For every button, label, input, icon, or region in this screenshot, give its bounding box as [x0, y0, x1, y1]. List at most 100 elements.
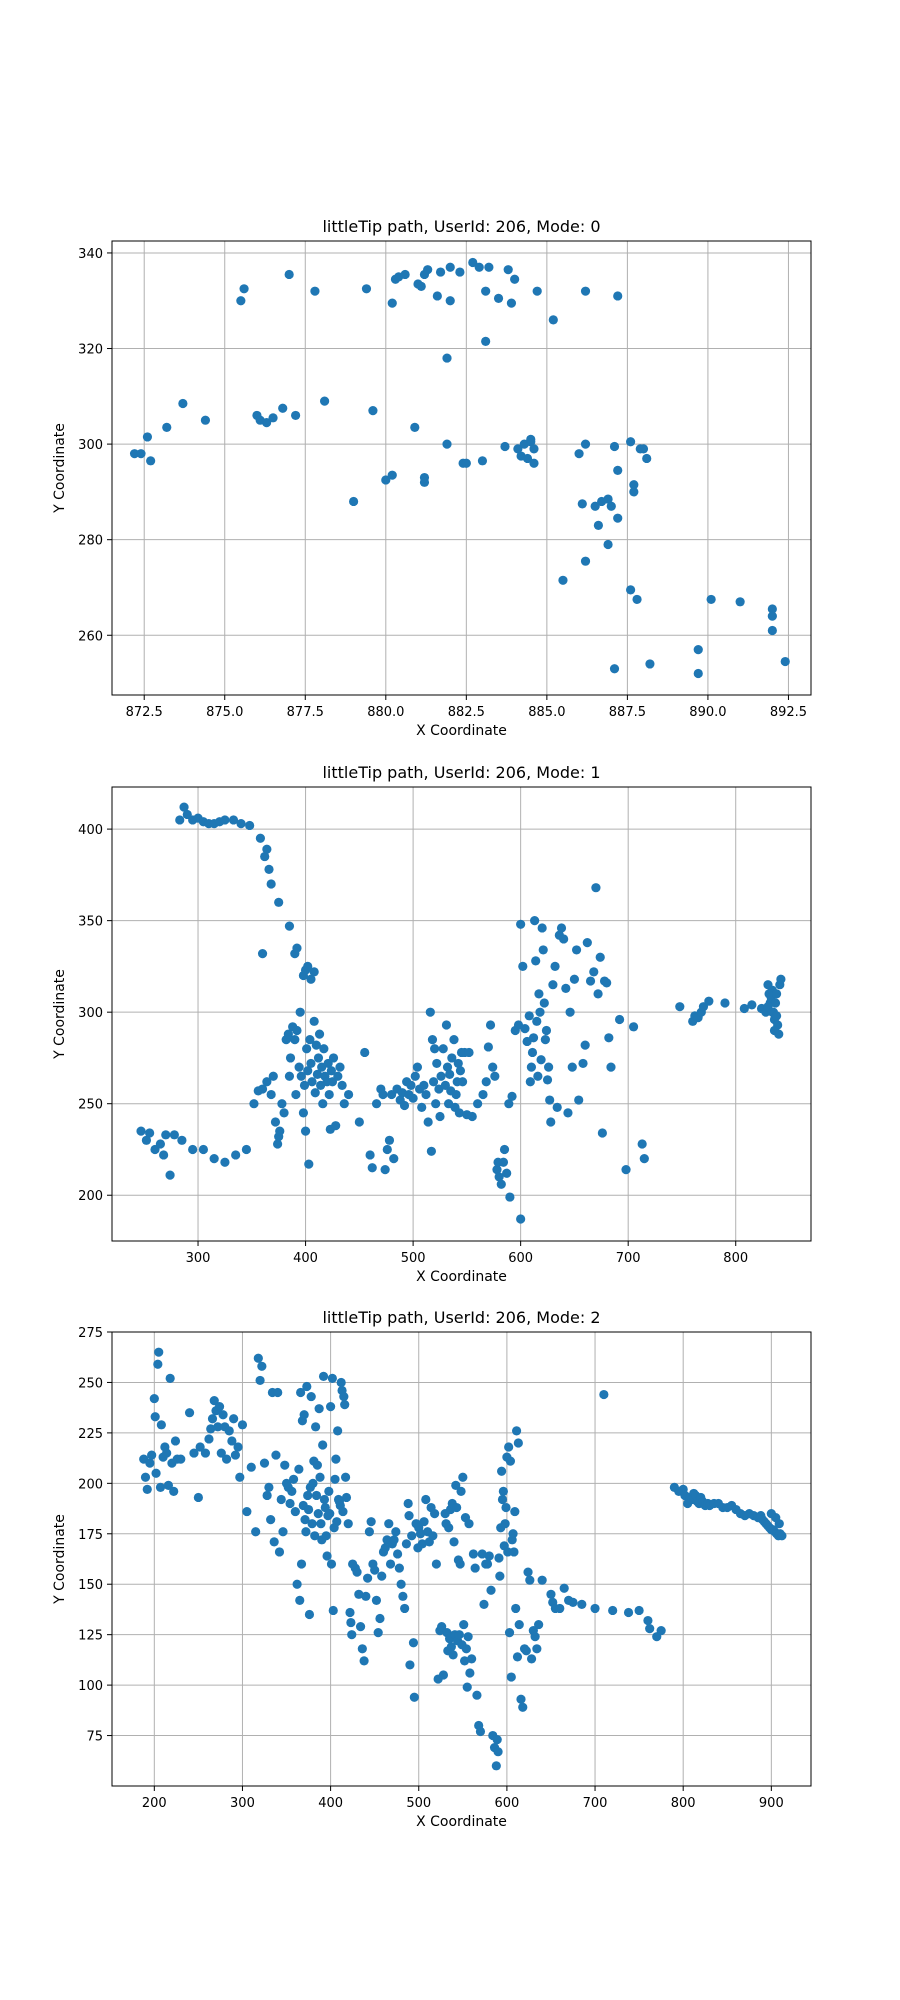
data-point — [604, 1033, 614, 1043]
data-point — [311, 1040, 321, 1050]
data-point — [408, 1093, 418, 1103]
data-point — [442, 353, 452, 363]
y-tick-label: 250 — [78, 1098, 103, 1113]
scatter-series — [129, 257, 790, 679]
data-point — [284, 269, 294, 280]
data-point — [400, 1603, 410, 1614]
chart-title: littleTip path, UserId: 206, Mode: 2 — [322, 1308, 600, 1327]
data-point — [508, 1529, 518, 1539]
data-point — [435, 267, 446, 277]
data-point — [330, 1474, 340, 1484]
y-tick-label: 280 — [78, 534, 103, 549]
data-point — [457, 1077, 468, 1087]
data-point — [599, 1389, 609, 1400]
data-point — [481, 1077, 491, 1087]
data-point — [505, 1456, 516, 1466]
data-point — [209, 1396, 219, 1406]
data-point — [540, 1035, 550, 1045]
data-point — [287, 1486, 297, 1497]
data-point — [464, 1519, 474, 1529]
data-point — [285, 1053, 296, 1063]
data-point — [255, 1375, 265, 1386]
data-point — [478, 1089, 488, 1100]
data-point — [262, 1490, 272, 1501]
data-point — [290, 1035, 300, 1045]
data-point — [477, 456, 488, 466]
data-point — [770, 998, 781, 1008]
data-point — [322, 1551, 332, 1561]
data-point — [290, 1506, 300, 1517]
data-point — [291, 1089, 301, 1100]
data-point — [771, 1011, 782, 1021]
data-point — [385, 1559, 396, 1569]
data-point — [491, 1761, 501, 1771]
data-point — [739, 1003, 749, 1014]
data-point — [606, 501, 616, 511]
data-point — [145, 1458, 155, 1468]
data-point — [159, 1150, 169, 1160]
data-point — [456, 1486, 466, 1497]
data-point — [482, 1559, 493, 1569]
data-point — [136, 449, 146, 459]
data-point — [162, 422, 172, 432]
data-point — [500, 441, 510, 452]
data-point — [609, 441, 620, 452]
data-point — [539, 998, 549, 1008]
data-point — [504, 1099, 514, 1109]
data-point — [423, 265, 433, 275]
data-point — [580, 439, 591, 449]
data-point — [141, 1135, 152, 1145]
data-point — [336, 1377, 346, 1388]
data-point — [375, 1613, 385, 1624]
data-point — [257, 1084, 268, 1094]
data-point — [475, 1726, 486, 1737]
data-point — [502, 1168, 512, 1178]
data-point — [512, 1652, 523, 1662]
data-point — [432, 1058, 442, 1069]
data-point — [169, 1130, 179, 1140]
data-point — [233, 1442, 243, 1452]
data-point — [403, 1498, 413, 1509]
data-point — [445, 296, 455, 306]
x-tick-label: 200 — [142, 1796, 167, 1811]
data-point — [302, 1381, 312, 1392]
chart-title: littleTip path, UserId: 206, Mode: 1 — [322, 763, 600, 782]
data-point — [155, 1139, 165, 1149]
data-point — [262, 418, 272, 428]
x-tick-label: 300 — [230, 1796, 255, 1811]
data-point — [284, 921, 295, 931]
data-point — [273, 1387, 283, 1398]
data-point — [693, 668, 703, 679]
data-point — [597, 1128, 607, 1138]
data-point — [534, 989, 544, 999]
data-point — [354, 1589, 364, 1599]
data-point — [410, 422, 420, 432]
data-point — [207, 1414, 218, 1424]
data-point — [645, 659, 655, 669]
data-point — [580, 286, 591, 296]
data-point — [419, 472, 430, 483]
data-point — [464, 1047, 474, 1058]
data-point — [431, 1099, 441, 1109]
data-point — [504, 1442, 514, 1452]
data-point — [593, 520, 604, 530]
data-point — [524, 1011, 534, 1021]
data-point — [468, 257, 478, 268]
x-tick-label: 400 — [293, 1251, 318, 1266]
data-point — [693, 645, 703, 655]
data-point — [314, 1404, 324, 1414]
x-tick-label: 877.5 — [287, 705, 324, 720]
data-point — [580, 556, 591, 566]
data-point — [428, 1531, 438, 1541]
data-point — [319, 1044, 329, 1054]
data-point — [458, 1472, 468, 1482]
data-point — [299, 1080, 310, 1090]
data-point — [291, 410, 301, 421]
data-point — [548, 315, 558, 325]
data-point — [533, 1071, 543, 1081]
data-point — [542, 1075, 553, 1085]
data-point — [417, 1102, 427, 1112]
data-point — [162, 1448, 172, 1458]
data-point — [251, 1527, 261, 1537]
